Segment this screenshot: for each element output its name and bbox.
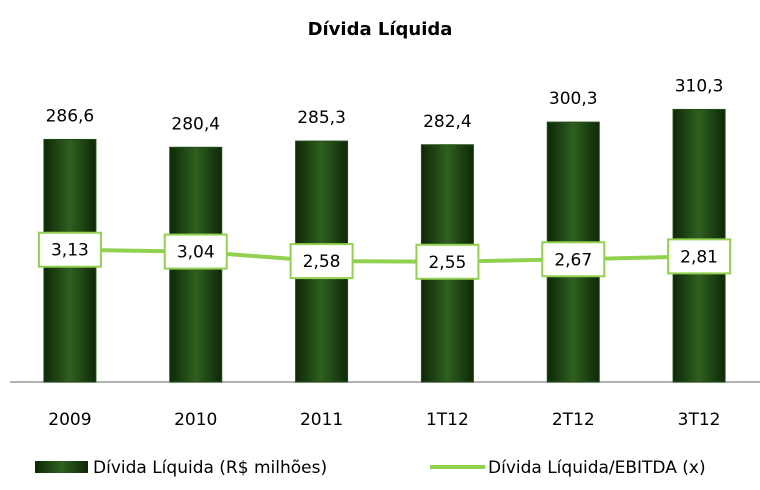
line-value-label: 3,04 xyxy=(177,243,215,263)
x-tick-label: 2011 xyxy=(300,410,343,430)
chart-title: Dívida Líquida xyxy=(308,19,453,40)
line-value-label: 2,58 xyxy=(303,252,341,272)
label-box xyxy=(415,243,480,280)
bar-value-label: 285,3 xyxy=(297,108,346,128)
x-tick-label: 2009 xyxy=(48,410,91,430)
label-box xyxy=(541,241,606,278)
line-value-label: 2,81 xyxy=(680,247,718,267)
x-tick-label: 1T12 xyxy=(426,410,469,430)
bar-value-label: 300,3 xyxy=(549,89,598,109)
legend-label: Dívida Líquida/EBITDA (x) xyxy=(488,458,706,478)
label-box xyxy=(37,231,102,268)
x-tick-label: 3T12 xyxy=(678,410,721,430)
line-value-label: 3,13 xyxy=(51,241,89,261)
label-box xyxy=(163,233,228,270)
label-box xyxy=(667,238,732,275)
x-tick-label: 2T12 xyxy=(552,410,595,430)
line-value-label: 2,67 xyxy=(554,250,592,270)
bar-value-label: 282,4 xyxy=(423,112,472,132)
legend-label: Dívida Líquida (R$ milhões) xyxy=(93,458,327,478)
bar-value-label: 280,4 xyxy=(171,114,220,134)
x-tick-label: 2010 xyxy=(174,410,217,430)
bar-value-label: 286,6 xyxy=(46,106,95,126)
bar-value-label: 310,3 xyxy=(675,76,724,96)
label-box xyxy=(289,243,354,280)
line-value-label: 2,55 xyxy=(428,253,466,273)
legend-swatch xyxy=(35,461,88,473)
